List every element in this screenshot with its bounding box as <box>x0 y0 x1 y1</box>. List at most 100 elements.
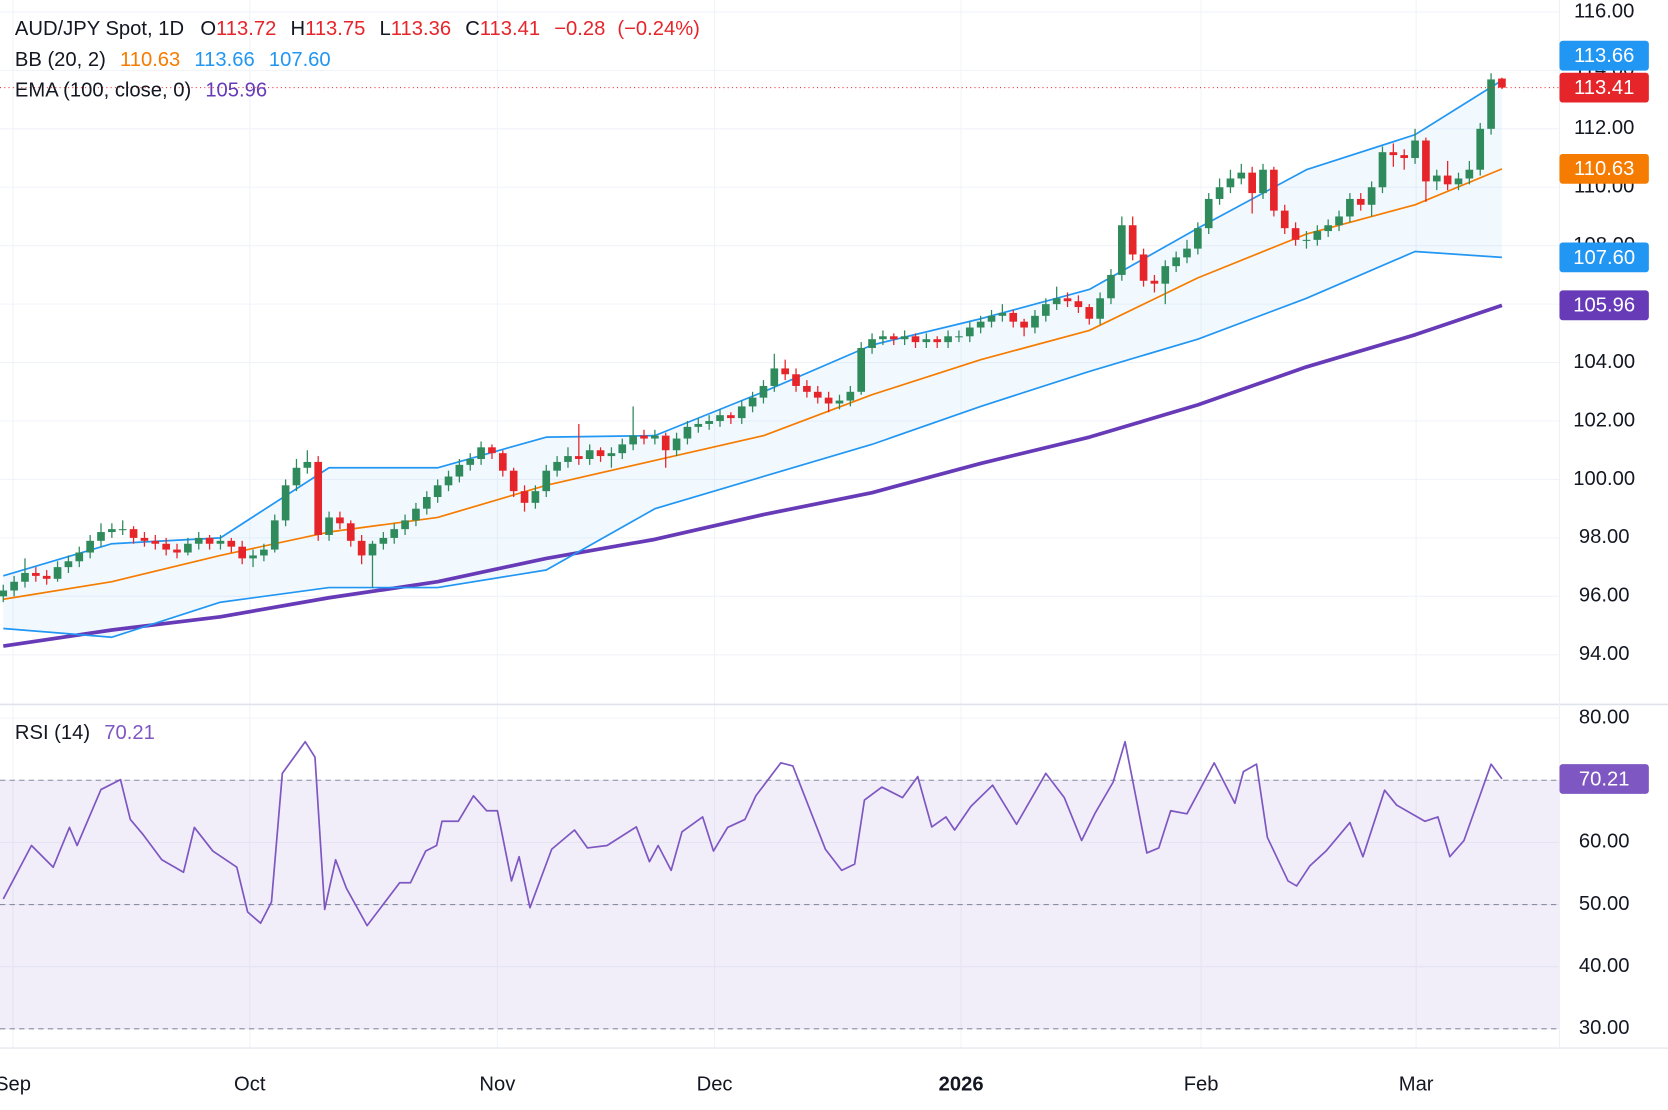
candle-body <box>1400 155 1409 159</box>
ema-line <box>3 303 1503 648</box>
candle-body <box>118 529 127 531</box>
last-price-label-box <box>1559 72 1649 103</box>
candle-body <box>737 406 746 419</box>
rsi-legend: RSI (14) 70.21 <box>15 723 155 745</box>
candle-body <box>759 385 768 398</box>
last-price-label: 113.41 <box>1574 77 1634 99</box>
candle-body <box>260 549 268 556</box>
candle-body <box>1150 280 1159 284</box>
candle-body <box>1335 216 1343 226</box>
bb-lower-line <box>3 250 1503 639</box>
low-label: L <box>380 18 391 40</box>
open-label: O <box>200 18 216 40</box>
candle-body <box>1487 79 1495 129</box>
candle-body <box>716 415 724 422</box>
y-tick-label: 104.00 <box>1573 351 1635 373</box>
ema-name[interactable]: EMA (100, close, 0) <box>15 80 191 102</box>
candle-body <box>205 537 214 544</box>
candle-body <box>21 572 29 582</box>
high-value: 113.75 <box>305 18 365 40</box>
candle-body <box>998 312 1007 316</box>
y-tick-label: 102.00 <box>1573 409 1635 431</box>
candle-body <box>368 543 377 556</box>
rsi-tick-label: 50.00 <box>1579 893 1630 915</box>
candle-body <box>922 339 931 343</box>
x-tick-label: Dec <box>697 1074 733 1096</box>
bb-middle-value: 110.63 <box>120 49 180 71</box>
bb-name[interactable]: BB (20, 2) <box>15 49 106 71</box>
candle-body <box>955 336 963 338</box>
candle-body <box>1139 254 1148 281</box>
candle-body <box>238 546 247 559</box>
candle-body <box>1432 175 1441 182</box>
candle-body <box>1422 140 1430 182</box>
change-pct: (−0.24%) <box>617 18 700 40</box>
candle-body <box>227 540 236 547</box>
ema-value: 105.96 <box>205 80 267 102</box>
rsi-tick-label: 30.00 <box>1579 1017 1630 1039</box>
open-value: 113.72 <box>216 18 276 40</box>
ema-label-box <box>1559 290 1649 321</box>
candle-body <box>194 537 203 544</box>
candle-body <box>477 447 485 460</box>
candle-body <box>488 447 496 454</box>
candle-body <box>357 540 366 556</box>
candle-body <box>944 336 952 343</box>
candle-body <box>803 385 811 392</box>
candle-body <box>270 520 279 550</box>
bb-fill <box>3 80 1502 638</box>
candle-body <box>1009 312 1018 322</box>
candle-body <box>1031 315 1039 328</box>
candle-body <box>53 567 62 579</box>
candle-body <box>184 543 192 553</box>
candle-body <box>1346 198 1354 217</box>
candle-body <box>108 529 116 533</box>
candle-body <box>1411 140 1419 159</box>
candle-body <box>575 456 583 460</box>
candle-body <box>976 321 985 328</box>
candle-body <box>1085 307 1094 319</box>
rsi-label: 70.21 <box>1579 768 1630 790</box>
candle-body <box>781 368 790 375</box>
candle-body <box>705 421 713 424</box>
candle-body <box>64 561 73 568</box>
x-tick-label: Sep <box>0 1074 31 1096</box>
candle-body <box>607 453 616 457</box>
candle-body <box>129 529 138 538</box>
candle-body <box>564 456 572 462</box>
candle-body <box>1194 228 1202 249</box>
candle-body <box>1291 228 1300 240</box>
candle-body <box>694 423 703 427</box>
candle-body <box>281 485 290 521</box>
ema-legend: EMA (100, close, 0) 105.96 <box>15 80 267 102</box>
bb-upper-label: 113.66 <box>1574 45 1634 67</box>
candle-body <box>792 374 800 386</box>
high-label: H <box>290 18 305 40</box>
x-tick-label: Nov <box>479 1074 516 1096</box>
candle-body <box>640 435 648 439</box>
candle-body <box>1096 298 1104 319</box>
candle-body <box>1378 152 1387 188</box>
candle-body <box>1052 298 1061 305</box>
candle-body <box>683 426 692 439</box>
candle-body <box>987 315 996 322</box>
rsi-name[interactable]: RSI (14) <box>15 723 90 745</box>
candle-body <box>216 540 225 544</box>
rsi-value: 70.21 <box>104 723 155 745</box>
candle-body <box>1074 301 1083 308</box>
candle-body <box>531 491 540 503</box>
candle-body <box>672 438 681 451</box>
candle-body <box>1118 225 1126 275</box>
candle-body <box>1302 239 1311 241</box>
candle-body <box>1443 175 1452 185</box>
candle-body <box>162 543 170 550</box>
candle-body <box>1476 128 1485 170</box>
candle-body <box>42 575 51 579</box>
candle-body <box>727 415 735 419</box>
candle-body <box>1248 172 1256 194</box>
x-tick-label: Mar <box>1399 1074 1434 1096</box>
symbol[interactable]: AUD/JPY Spot, 1D <box>15 18 184 40</box>
bb-legend: BB (20, 2) 110.63 113.66 107.60 <box>15 49 331 71</box>
